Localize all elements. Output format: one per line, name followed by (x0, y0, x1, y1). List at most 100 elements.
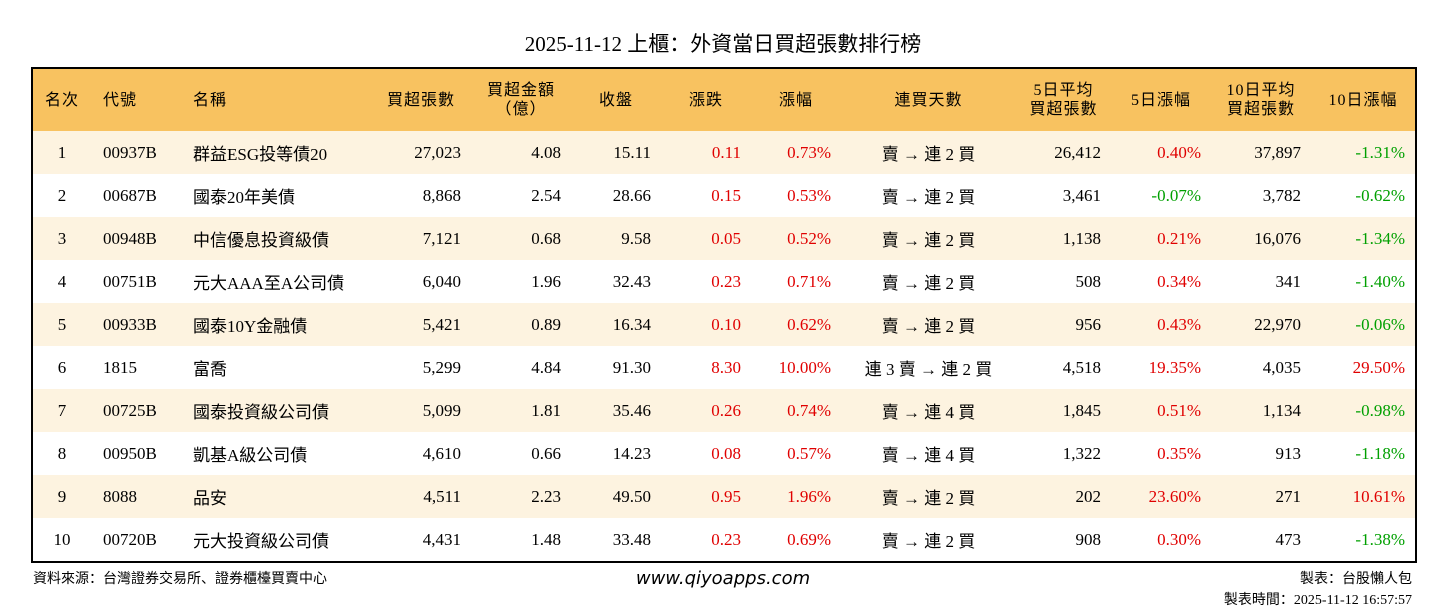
table-cell: 6,040 (422, 271, 461, 291)
table-cell: 29.50% (1352, 357, 1405, 377)
table-cell: 473 (1275, 529, 1302, 549)
table-cell: 0.10 (661, 303, 751, 346)
table-cell: 49.50 (571, 475, 661, 518)
table-cell: 4.08 (471, 131, 571, 174)
table-row: 5 00933B 國泰10Y金融債 5,421 0.89 16.34 0.10 0.62% 賣 … (32, 303, 1416, 346)
table-cell: 1.48 (531, 529, 561, 549)
table-cell: 0.89 (471, 303, 571, 346)
table-cell: 10.00% (778, 357, 831, 377)
table-cell: 9 (32, 475, 91, 518)
table-cell: 908 (1075, 529, 1102, 549)
table-cell: 1,134 (1211, 389, 1311, 432)
table-cell: 品安 (181, 475, 371, 518)
table-cell: 國泰投資級公司債 (181, 389, 371, 432)
table-cell: 27,023 (371, 131, 471, 174)
table-cell: 5,421 (371, 303, 471, 346)
table-cell: 0.26 (661, 389, 751, 432)
column-header: 代號 (91, 68, 181, 131)
table-cell: -1.18% (1355, 443, 1405, 463)
table-cell: 1.81 (471, 389, 571, 432)
table-cell: -0.07% (1151, 185, 1201, 205)
table-cell: 6 (57, 357, 67, 377)
column-header: 連買天數 (841, 68, 1016, 131)
table-cell: 16.34 (571, 303, 661, 346)
table-cell: 1.96% (751, 475, 841, 518)
table-cell: 913 (1275, 443, 1302, 463)
table-cell: -1.38% (1355, 529, 1405, 549)
table-cell: -1.34% (1311, 217, 1416, 260)
table-cell: 1,138 (1016, 217, 1111, 260)
table-cell: -0.62% (1355, 185, 1405, 205)
table-cell: 271 (1211, 475, 1311, 518)
column-header: 漲跌 (661, 68, 751, 131)
table-cell: 00687B (103, 185, 157, 205)
table-cell: 富喬 (193, 360, 227, 379)
table-cell: 1,322 (1062, 443, 1101, 463)
table-cell: 4,511 (371, 475, 471, 518)
table-cell: 0.53% (787, 185, 831, 205)
table-cell: 8.30 (711, 357, 741, 377)
column-header: 買超張數 (371, 68, 471, 131)
table-cell: 00950B (103, 443, 157, 463)
column-header: 5日平均 買超張數 (1016, 68, 1111, 131)
table-cell: 0.71% (787, 271, 831, 291)
table-cell: 956 (1016, 303, 1111, 346)
table-cell: 91.30 (612, 357, 651, 377)
table-cell: 3,782 (1262, 185, 1301, 205)
table-cell: 0.23 (711, 271, 741, 291)
table-cell: 8088 (91, 475, 181, 518)
table-cell: 連 3 賣 → 連 2 買 (864, 360, 993, 379)
table-cell: 202 (1016, 475, 1111, 518)
table-cell: 4 (57, 271, 67, 291)
table-cell: 0.34% (1157, 271, 1201, 291)
table-cell: 0.08 (711, 443, 741, 463)
table-cell: 00948B (91, 217, 181, 260)
table-cell: 9.58 (571, 217, 661, 260)
table-cell: 0.95 (661, 475, 751, 518)
column-header: 漲幅 (751, 68, 841, 131)
table-cell: 賣 → 連 4 買 (881, 446, 976, 465)
table-cell: 5 (32, 303, 91, 346)
column-header: 收盤 (571, 68, 661, 131)
table-cell: 2.23 (471, 475, 571, 518)
table-row: 4 00751B 元大AAA至A公司債 6,040 1.96 32.43 0.23 0.71%… (32, 260, 1416, 303)
table-cell: 0.11 (661, 131, 751, 174)
table-cell: 0.74% (751, 389, 841, 432)
table-cell: 2.54 (531, 185, 561, 205)
table-cell: 2 (57, 185, 67, 205)
table-row: 6 1815 富喬 5,299 4.84 91.30 8.30 10.00% 連 3 賣 → 連… (32, 346, 1416, 389)
table-cell: 00933B (91, 303, 181, 346)
column-header: 10日漲幅 (1311, 68, 1416, 131)
table-cell: 8,868 (422, 185, 461, 205)
table-row: 7 00725B 國泰投資級公司債 5,099 1.81 35.46 0.26 0.74% 賣 … (32, 389, 1416, 432)
table-cell: 19.35% (1148, 357, 1201, 377)
table-cell: 群益ESG投等債20 (181, 131, 371, 174)
table-cell: 5,099 (371, 389, 471, 432)
table-cell: 0.52% (751, 217, 841, 260)
table-cell: 1815 (103, 357, 137, 377)
table-cell: 0.30% (1157, 529, 1201, 549)
table-cell: 23.60% (1111, 475, 1211, 518)
table-cell: 0.57% (787, 443, 831, 463)
table-cell: 28.66 (612, 185, 651, 205)
table-cell: 4,518 (1062, 357, 1101, 377)
table-cell: 22,970 (1211, 303, 1311, 346)
source: 資料來源：台灣證券交易所、證券櫃檯買賣中心 (33, 572, 327, 587)
table-cell: 1,845 (1016, 389, 1111, 432)
table-cell: 0.23 (711, 529, 741, 549)
table-cell: 341 (1275, 271, 1302, 291)
table-cell: 0.51% (1111, 389, 1211, 432)
column-header: 5日漲幅 (1111, 68, 1211, 131)
table-cell: 賣 → 連 2 買 (841, 217, 1016, 260)
table-cell: 26,412 (1016, 131, 1111, 174)
table-cell: 1 (32, 131, 91, 174)
table-cell: 賣 → 連 2 買 (841, 475, 1016, 518)
title: 2025-11-12 上櫃：外資當日買超張數排行榜 (524, 32, 922, 56)
table-row: 2 00687B 國泰20年美債 8,868 2.54 28.66 0.15 0.53% 賣 →… (32, 174, 1416, 217)
table-cell: 0.21% (1111, 217, 1211, 260)
table-cell: -1.40% (1355, 271, 1405, 291)
table-cell: -0.98% (1311, 389, 1416, 432)
table-cell: 5,299 (422, 357, 461, 377)
table-cell: 10 (53, 529, 71, 549)
